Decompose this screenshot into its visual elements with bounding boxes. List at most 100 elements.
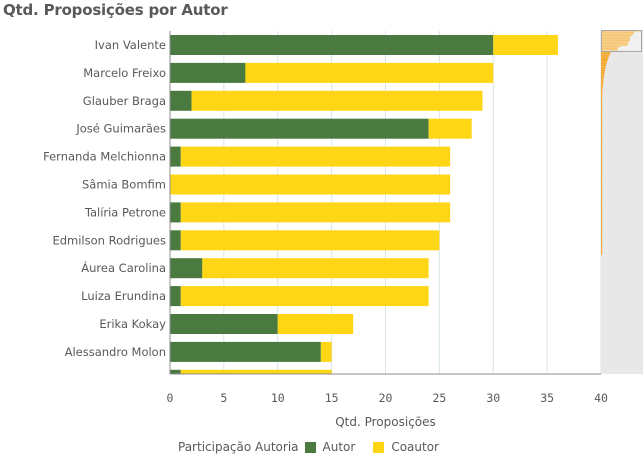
bar-autor-0[interactable] (170, 35, 494, 55)
legend-item-autor[interactable]: Autor (304, 440, 356, 454)
minimap-bar (601, 47, 618, 49)
bar-coautor-11[interactable] (320, 341, 332, 362)
category-label: Glauber Braga (83, 94, 166, 108)
category-label: Sâmia Bomfim (82, 178, 166, 192)
bar-coautor-12[interactable] (180, 369, 332, 374)
minimap-bar (601, 158, 603, 160)
bar-coautor-2[interactable] (191, 90, 483, 111)
bar-autor-4[interactable] (170, 146, 181, 167)
minimap-bar (601, 200, 603, 203)
bar-autor-2[interactable] (170, 90, 192, 111)
minimap-bar (601, 130, 603, 133)
minimap-bar (601, 142, 603, 145)
x-tick-label: 25 (432, 391, 446, 405)
minimap-bar (601, 36, 630, 38)
legend-item-coautor[interactable]: Coautor (373, 440, 439, 454)
bar-coautor-8[interactable] (202, 258, 429, 279)
minimap-bar (601, 202, 603, 204)
minimap-bar (601, 134, 603, 136)
bar-coautor-9[interactable] (180, 286, 429, 307)
minimap-bar (601, 81, 604, 84)
minimap-bar (601, 215, 603, 218)
minimap-bar (601, 153, 603, 155)
bar-coautor-4[interactable] (180, 146, 451, 167)
minimap-bar (601, 226, 603, 228)
minimap-bar (601, 244, 603, 247)
bar-autor-10[interactable] (170, 314, 278, 334)
minimap-bar (601, 125, 603, 128)
minimap-bar (601, 56, 609, 58)
x-tick-label: 20 (379, 391, 393, 405)
category-label: Fernanda Melchionna (43, 150, 166, 164)
minimap-bar (601, 238, 603, 240)
minimap-viewport-handle[interactable] (601, 30, 642, 52)
minimap-bar (601, 243, 603, 245)
minimap-bar (601, 241, 603, 243)
minimap-bar (601, 33, 634, 35)
minimap-bar (601, 180, 603, 182)
bar-coautor-0[interactable] (493, 35, 558, 55)
minimap-bar (601, 103, 603, 106)
minimap-bar (601, 170, 603, 172)
minimap-bar (601, 229, 603, 231)
minimap-bar (601, 124, 603, 126)
minimap-bar (601, 120, 603, 123)
minimap-bar (601, 159, 603, 162)
bar-coautor-3[interactable] (428, 118, 472, 139)
minimap-bar (601, 217, 603, 220)
bar-coautor-10[interactable] (277, 314, 354, 334)
minimap-bar (601, 57, 609, 60)
minimap-bar (601, 139, 603, 141)
bar-coautor-1[interactable] (245, 62, 494, 83)
legend-label-autor: Autor (322, 440, 356, 454)
minimap-bar (601, 246, 603, 248)
minimap-bar (601, 59, 608, 61)
minimap-bar (601, 71, 605, 73)
minimap-bar (601, 79, 604, 82)
bar-coautor-7[interactable] (180, 230, 440, 251)
category-label: Ivan Valente (95, 38, 166, 52)
minimap-bar (601, 66, 606, 68)
minimap-bar (601, 34, 633, 37)
minimap-bar (601, 151, 603, 153)
minimap-bar (601, 93, 603, 95)
minimap-bar (601, 68, 606, 70)
bar-autor-9[interactable] (170, 286, 181, 307)
category-label: Alessandro Molon (65, 345, 166, 359)
minimap-bar (601, 108, 603, 111)
minimap-bar (601, 198, 603, 201)
bar-autor-3[interactable] (170, 118, 429, 139)
x-tick-label: 35 (540, 391, 554, 405)
minimap-bar (601, 83, 604, 85)
minimap-bar (601, 193, 603, 196)
legend-swatch-autor (304, 441, 316, 453)
bar-autor-8[interactable] (170, 258, 203, 279)
minimap-bar (601, 88, 603, 90)
minimap-bar (601, 112, 603, 114)
minimap-bar (601, 181, 603, 184)
bar-autor-11[interactable] (170, 341, 321, 362)
legend-swatch-coautor (373, 441, 385, 453)
minimap-bar (601, 73, 605, 75)
bar-coautor-6[interactable] (180, 202, 451, 223)
minimap-bar (601, 113, 603, 116)
minimap-bar (601, 137, 603, 140)
minimap-bar (601, 62, 607, 65)
minimap-bar (601, 95, 603, 97)
bar-autor-1[interactable] (170, 62, 246, 83)
minimap-bar (601, 129, 603, 131)
bar-coautor-5[interactable] (170, 174, 451, 195)
bar-autor-7[interactable] (170, 230, 181, 251)
minimap-bar (601, 227, 603, 230)
category-label: Marcelo Freixo (83, 66, 166, 80)
minimap-bar (601, 192, 603, 194)
x-tick-label: 5 (220, 391, 227, 405)
bar-autor-12[interactable] (170, 369, 181, 374)
x-tick-label: 10 (271, 391, 285, 405)
bar-autor-6[interactable] (170, 202, 181, 223)
chart-scrollbar-minimap[interactable] (601, 30, 643, 374)
minimap-bar (601, 38, 630, 40)
minimap-bar (601, 147, 603, 150)
chart-legend: Participação Autoria Autor Coautor (178, 440, 457, 454)
